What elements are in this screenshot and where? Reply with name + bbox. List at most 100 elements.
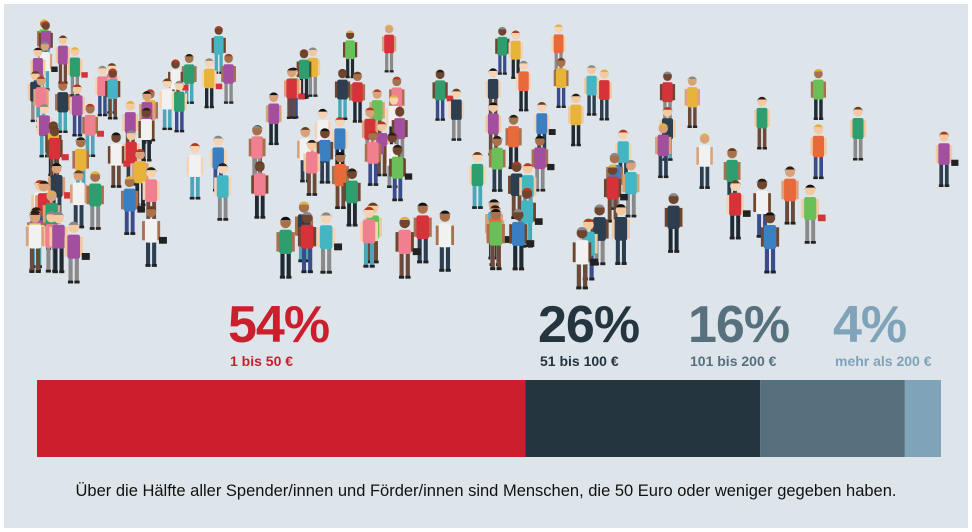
torso [938, 143, 949, 165]
leg [601, 239, 605, 264]
torso [662, 82, 672, 102]
bag [82, 253, 90, 260]
shoe [939, 184, 944, 187]
shoe [205, 106, 209, 108]
shoe [90, 227, 95, 230]
leg [370, 241, 374, 266]
shoe [152, 264, 157, 267]
shoe [811, 241, 816, 244]
torso [141, 119, 152, 140]
bag [413, 248, 421, 255]
leg [108, 97, 111, 118]
torso [625, 172, 637, 194]
legend-label: 51 bis 100 € [540, 353, 619, 369]
leg [78, 114, 81, 135]
leg [80, 203, 84, 227]
shoe [693, 126, 697, 128]
shoe [113, 117, 117, 119]
shoe [699, 186, 704, 189]
torso [58, 46, 68, 65]
leg [577, 262, 581, 288]
torso [214, 36, 224, 55]
torso [853, 118, 864, 139]
shoe [168, 128, 172, 130]
shoe [39, 155, 43, 157]
leg [261, 194, 265, 218]
leg [493, 167, 497, 190]
leg [90, 204, 94, 228]
shoe [313, 95, 317, 97]
shoe [224, 101, 228, 103]
infographic: 54%1 bis 50 €26%51 bis 100 €16%101 bis 2… [0, 0, 972, 532]
shoe [674, 250, 679, 253]
shoe [736, 237, 741, 240]
shoe [664, 176, 669, 179]
leg [519, 89, 522, 110]
shoe [292, 117, 296, 119]
leg [945, 163, 949, 186]
torso [536, 113, 547, 134]
leg [524, 89, 527, 110]
shoe [814, 118, 818, 120]
torso [586, 76, 596, 96]
torso [729, 193, 741, 216]
torso [75, 149, 86, 171]
leg [64, 110, 67, 131]
leg [859, 137, 863, 159]
leg [255, 194, 259, 218]
torso [726, 160, 738, 182]
bag [818, 215, 826, 222]
torso [607, 177, 619, 200]
leg [675, 227, 679, 251]
leg [353, 201, 357, 225]
shoe [496, 267, 501, 270]
leg [478, 184, 482, 207]
torso [345, 40, 355, 59]
leg [152, 240, 156, 265]
shoe [210, 106, 214, 108]
leg [600, 98, 603, 119]
value-label: 4% [833, 296, 906, 354]
torso [268, 103, 279, 124]
shoe [524, 109, 528, 111]
torso [125, 112, 136, 133]
leg [571, 123, 575, 145]
bag [137, 206, 145, 213]
shoe [162, 128, 166, 130]
leg [785, 199, 789, 223]
shoe [320, 271, 325, 274]
leg [688, 105, 691, 126]
shoe [589, 278, 594, 281]
leg [503, 54, 506, 74]
torso [334, 128, 345, 149]
value-label: 26% [538, 296, 639, 354]
shoe [46, 270, 51, 273]
leg [313, 171, 317, 194]
shoe [190, 102, 194, 104]
bag [62, 154, 69, 160]
shoe [374, 183, 379, 186]
leg [224, 196, 228, 220]
bar-segment [760, 380, 905, 457]
shoe [96, 227, 101, 230]
leg [287, 252, 291, 277]
shoe [592, 113, 596, 115]
leg [314, 75, 317, 95]
shoe [600, 262, 605, 265]
torso [223, 64, 233, 84]
leg [302, 246, 306, 271]
leg [40, 134, 44, 156]
torso [162, 89, 173, 109]
leg [96, 204, 100, 228]
leg [275, 122, 279, 144]
bar-segment [37, 380, 525, 457]
torso [301, 225, 314, 249]
torso [306, 152, 317, 174]
torso [488, 79, 498, 99]
shoe [98, 114, 102, 116]
torso [384, 35, 394, 54]
torso [251, 137, 262, 158]
leg [757, 212, 761, 236]
leg [320, 159, 324, 182]
leg [58, 110, 61, 131]
